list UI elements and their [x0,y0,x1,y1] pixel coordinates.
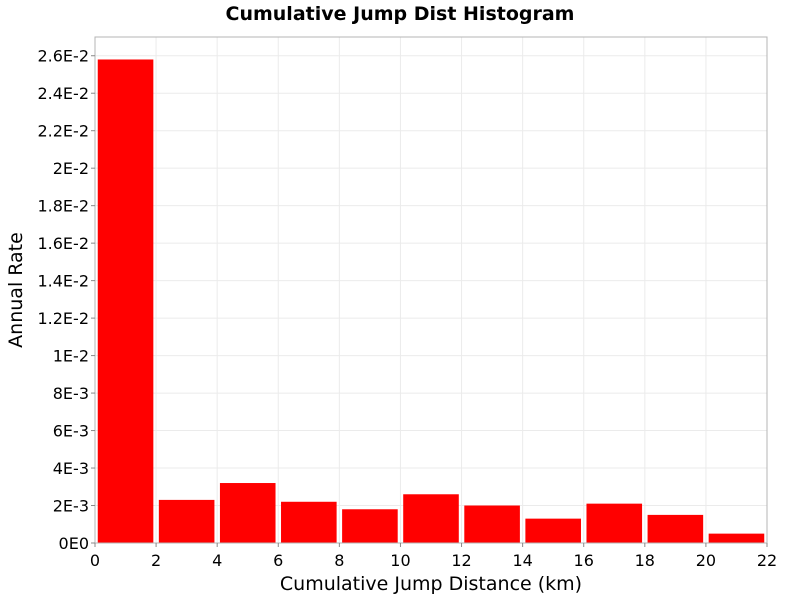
y-tick-label-0: 0E0 [59,534,89,553]
x-axis-label: Cumulative Jump Distance (km) [280,573,582,595]
chart-title: Cumulative Jump Dist Histogram [226,3,575,25]
x-tick-label-7: 14 [512,551,532,570]
x-axis-ticks: 0 2 4 6 8 10 12 14 16 18 20 22 [90,543,777,570]
x-tick-label-3: 6 [273,551,283,570]
x-tick-label-10: 20 [696,551,716,570]
x-tick-label-11: 22 [757,551,777,570]
x-tick-label-1: 2 [151,551,161,570]
y-tick-label-5: 1E-2 [53,347,89,366]
bar-3 [281,501,337,543]
y-tick-label-11: 2.2E-2 [37,122,89,141]
bar-1 [158,499,215,543]
bar-9 [647,514,704,543]
bar-4 [342,509,398,543]
grid-lines [94,37,768,544]
y-tick-label-13: 2.6E-2 [37,47,89,66]
bar-8 [586,503,643,543]
plot-frame [94,36,768,544]
x-tick-label-9: 18 [635,551,655,570]
x-tick-label-8: 16 [574,551,594,570]
y-axis-ticks: 0E0 2E-3 4E-3 6E-3 8E-3 1E-2 1.2E-2 1.4E-2 1.6E-… [37,47,95,553]
y-tick-label-1: 2E-3 [53,497,89,516]
bar-5 [403,494,459,543]
y-tick-label-12: 2.4E-2 [37,84,89,103]
y-tick-label-4: 8E-3 [53,384,89,403]
y-tick-label-7: 1.4E-2 [37,272,89,291]
bar-7 [525,518,581,543]
bar-6 [464,505,520,543]
x-tick-label-2: 4 [212,551,222,570]
bar-10 [708,533,765,543]
y-tick-label-6: 1.2E-2 [37,309,89,328]
x-tick-label-6: 12 [451,551,471,570]
bar-0 [97,59,154,543]
x-tick-label-4: 8 [334,551,344,570]
y-tick-label-8: 1.6E-2 [37,234,89,253]
y-axis-label: Annual Rate [5,232,27,348]
y-tick-label-3: 6E-3 [53,422,89,441]
bars [97,59,765,543]
y-tick-label-9: 1.8E-2 [37,197,89,216]
x-tick-label-5: 10 [390,551,410,570]
bar-2 [219,483,276,543]
y-tick-label-10: 2E-2 [53,159,89,178]
y-tick-label-2: 4E-3 [53,459,89,478]
x-tick-label-0: 0 [90,551,100,570]
